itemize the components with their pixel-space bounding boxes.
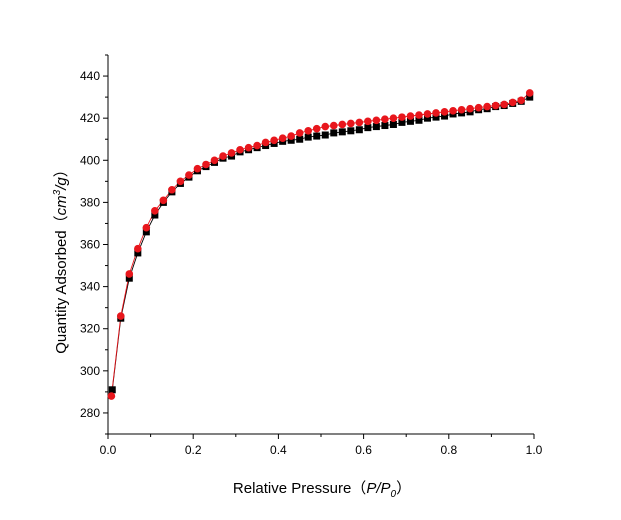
data-point-circle xyxy=(270,136,278,145)
data-point-square xyxy=(372,123,380,131)
data-point-circle xyxy=(449,106,457,115)
y-tick-label: 340 xyxy=(80,280,100,294)
data-point-circle xyxy=(151,207,159,215)
data-point-circle xyxy=(253,141,261,150)
data-point-square xyxy=(406,117,414,125)
data-point-circle xyxy=(406,112,415,120)
data-point-square xyxy=(134,249,142,257)
data-point-square xyxy=(389,120,397,128)
data-point-square xyxy=(313,132,321,140)
y-tick-label: 360 xyxy=(80,238,100,252)
data-point-circle xyxy=(338,120,347,129)
data-point-square xyxy=(330,129,338,137)
data-marks xyxy=(107,89,534,400)
x-tick-label: 1.0 xyxy=(526,443,543,457)
data-point-circle xyxy=(176,177,185,186)
data-point-square xyxy=(151,211,159,219)
data-point-square xyxy=(398,118,406,126)
data-point-circle xyxy=(440,108,449,116)
data-point-circle xyxy=(219,152,227,160)
data-point-circle xyxy=(398,113,406,121)
data-point-square xyxy=(304,133,312,141)
data-point-circle xyxy=(355,118,364,127)
y-axis-label: Quantity Adsorbed（cm3/g） xyxy=(52,162,70,354)
series-line-1 xyxy=(111,96,530,390)
data-point-circle xyxy=(236,145,244,154)
data-point-circle xyxy=(202,160,210,169)
y-tick-label: 420 xyxy=(80,111,100,125)
data-point-square xyxy=(287,136,295,144)
data-point-circle xyxy=(134,244,142,253)
data-point-circle xyxy=(210,156,219,165)
data-point-circle xyxy=(107,392,116,400)
axes: 0.0 0.2 0.4 0.6 0.8 1.0 280 300 320 340 360 380 400 4… xyxy=(80,54,543,457)
data-point-square xyxy=(296,135,304,143)
data-point-circle xyxy=(168,185,176,194)
data-point-circle xyxy=(142,223,151,232)
data-point-square xyxy=(125,274,133,282)
data-point-circle xyxy=(185,171,193,179)
data-point-circle xyxy=(312,124,321,133)
data-point-circle xyxy=(193,164,202,173)
data-point-circle xyxy=(227,149,236,157)
y-tick-label: 380 xyxy=(80,195,100,209)
data-point-circle xyxy=(432,109,440,117)
data-point-circle xyxy=(474,103,483,112)
data-point-square xyxy=(526,93,534,101)
y-tick-label: 280 xyxy=(80,406,100,420)
data-point-circle xyxy=(159,196,168,205)
data-point-square xyxy=(432,113,440,121)
data-point-circle xyxy=(125,270,134,278)
data-point-circle xyxy=(491,101,500,110)
x-axis-label: Relative Pressure（P/P0） xyxy=(233,480,411,500)
data-point-circle xyxy=(517,96,526,105)
series-line-2 xyxy=(110,92,530,397)
data-point-circle xyxy=(372,116,381,125)
data-point-circle xyxy=(500,100,508,109)
data-point-square xyxy=(441,112,449,120)
data-point-square xyxy=(355,126,363,134)
data-point-square xyxy=(347,127,355,135)
data-point-circle xyxy=(261,138,270,147)
data-point-circle xyxy=(381,115,389,124)
data-point-circle xyxy=(244,143,253,152)
data-point-circle xyxy=(278,134,287,142)
data-point-square xyxy=(415,116,423,124)
data-point-square xyxy=(108,386,116,394)
data-point-circle xyxy=(423,110,432,118)
data-point-circle xyxy=(525,89,534,97)
data-point-square xyxy=(381,122,389,130)
data-point-circle xyxy=(415,111,423,119)
data-point-circle xyxy=(329,121,338,130)
data-point-circle xyxy=(508,98,517,107)
y-tick-label: 400 xyxy=(80,153,100,167)
data-point-circle xyxy=(287,132,295,140)
data-point-square xyxy=(424,114,431,122)
x-tick-label: 0.2 xyxy=(185,443,202,457)
data-point-circle xyxy=(483,102,491,111)
x-tick-label: 0.0 xyxy=(100,443,117,457)
x-tick-label: 0.4 xyxy=(270,443,287,457)
data-point-square xyxy=(142,228,150,236)
data-point-circle xyxy=(116,312,125,320)
data-point-square xyxy=(321,131,329,139)
x-tick-label: 0.6 xyxy=(355,443,372,457)
data-point-circle xyxy=(295,129,304,137)
data-point-circle xyxy=(457,105,466,114)
y-tick-label: 440 xyxy=(80,69,100,83)
data-point-circle xyxy=(389,114,398,122)
data-point-square xyxy=(338,128,346,136)
data-point-circle xyxy=(321,122,330,131)
data-point-square xyxy=(364,124,372,132)
data-point-circle xyxy=(466,104,474,113)
x-tick-label: 0.8 xyxy=(440,443,457,457)
y-tick-label: 320 xyxy=(80,322,100,336)
data-point-circle xyxy=(364,117,372,126)
data-point-circle xyxy=(347,119,355,128)
y-tick-label: 300 xyxy=(80,364,100,378)
data-point-circle xyxy=(304,127,313,135)
